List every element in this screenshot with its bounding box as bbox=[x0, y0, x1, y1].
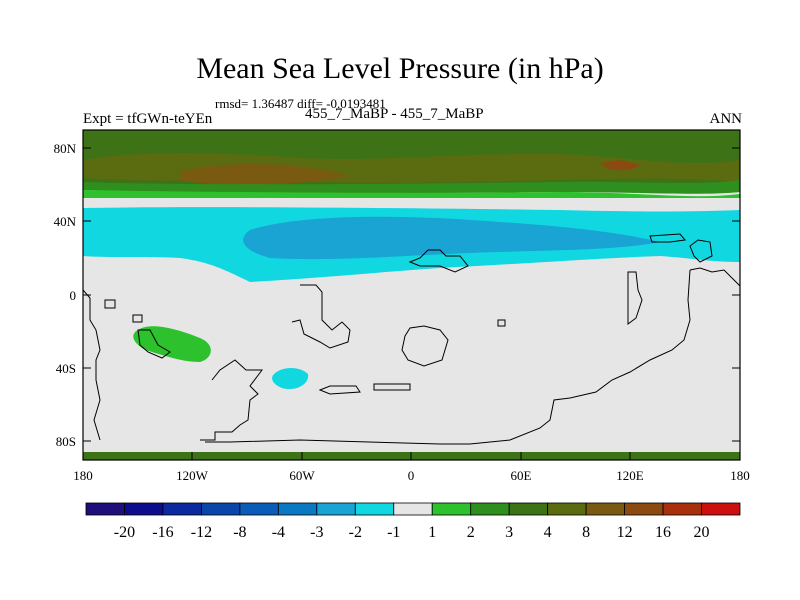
x-tick-60e: 60E bbox=[511, 468, 532, 483]
colorbar-swatch bbox=[316, 502, 356, 516]
colorbar bbox=[85, 502, 741, 516]
band-gap-neutral bbox=[83, 198, 740, 208]
colorbar-label: -1 bbox=[387, 524, 400, 541]
y-tick-40n: 40N bbox=[54, 214, 77, 229]
colorbar-labels: -20 -16 -12 -8 -4 -3 -2 -1 1 2 3 4 8 12 16 20 bbox=[114, 524, 710, 541]
chart-title: Mean Sea Level Pressure (in hPa) bbox=[196, 52, 604, 85]
colorbar-swatch bbox=[662, 502, 702, 516]
colorbar-swatch bbox=[470, 502, 510, 516]
colorbar-label: 16 bbox=[655, 524, 671, 541]
colorbar-label: 12 bbox=[617, 524, 633, 541]
colorbar-swatch bbox=[701, 502, 741, 516]
colorbar-label: -8 bbox=[233, 524, 246, 541]
y-axis-labels: 80N 40N 0 40S 80S bbox=[54, 141, 77, 449]
y-tick-80s: 80S bbox=[56, 434, 76, 449]
y-tick-80n: 80N bbox=[54, 141, 77, 156]
x-axis-labels: 180 120W 60W 0 60E 120E 180 bbox=[73, 468, 750, 483]
blue-core bbox=[243, 216, 661, 260]
colorbar-swatch bbox=[585, 502, 625, 516]
x-tick-180-right: 180 bbox=[730, 468, 750, 483]
colorbar-label: 20 bbox=[694, 524, 710, 541]
coastlines bbox=[83, 233, 740, 445]
colorbar-swatch bbox=[393, 502, 433, 516]
x-tick-120e: 120E bbox=[616, 468, 644, 483]
cyan-anomaly bbox=[272, 368, 309, 390]
colorbar-label: 3 bbox=[505, 524, 513, 541]
colorbar-label: -2 bbox=[349, 524, 362, 541]
colorbar-label: -20 bbox=[114, 524, 135, 541]
colorbar-label: -3 bbox=[310, 524, 323, 541]
colorbar-swatch bbox=[431, 502, 472, 516]
x-tick-120w: 120W bbox=[176, 468, 209, 483]
colorbar-label: -16 bbox=[152, 524, 173, 541]
x-tick-180-left: 180 bbox=[73, 468, 93, 483]
stats-text: rmsd= 1.36487 diff= -0.0193481 bbox=[215, 96, 386, 111]
colorbar-label: 8 bbox=[582, 524, 590, 541]
colorbar-label: 2 bbox=[467, 524, 475, 541]
colorbar-swatch bbox=[162, 502, 202, 516]
y-tick-0: 0 bbox=[70, 288, 77, 303]
colorbar-swatch bbox=[354, 502, 395, 516]
colorbar-swatch bbox=[201, 502, 241, 516]
colorbar-label: -4 bbox=[272, 524, 285, 541]
colorbar-swatch bbox=[124, 502, 164, 516]
colorbar-label: 1 bbox=[428, 524, 436, 541]
subtitle: 455_7_MaBP - 455_7_MaBP bbox=[305, 106, 484, 122]
x-tick-0: 0 bbox=[408, 468, 415, 483]
y-tick-40s: 40S bbox=[56, 361, 76, 376]
season-label: ANN bbox=[709, 111, 743, 127]
colorbar-swatch bbox=[277, 502, 318, 516]
colorbar-swatch bbox=[624, 502, 664, 516]
band-green-mid bbox=[83, 180, 740, 194]
colorbar-label: -12 bbox=[191, 524, 212, 541]
band-brown bbox=[180, 164, 350, 185]
colorbar-swatch bbox=[85, 502, 125, 516]
x-tick-60w: 60W bbox=[289, 468, 315, 483]
colorbar-swatch bbox=[508, 502, 549, 516]
colorbar-label: 4 bbox=[544, 524, 552, 541]
colorbar-swatch bbox=[547, 502, 587, 516]
map-plot bbox=[83, 130, 740, 460]
band-red-brown bbox=[600, 160, 640, 171]
experiment-label: Expt = tfGWn-teYEn bbox=[83, 111, 213, 127]
colorbar-swatch bbox=[239, 502, 279, 516]
tick-marks bbox=[83, 147, 740, 460]
